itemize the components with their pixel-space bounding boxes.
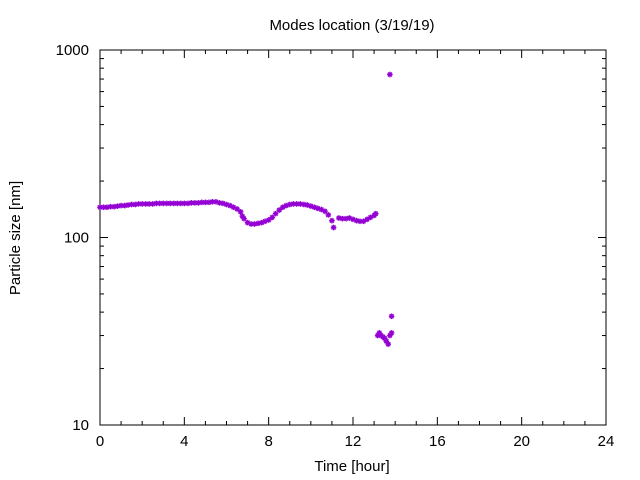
y-tick-label: 10	[72, 417, 89, 434]
data-point-stroke	[304, 202, 310, 208]
data-point-stroke	[308, 203, 314, 209]
data-point-stroke	[241, 216, 247, 222]
data-point-stroke	[336, 215, 342, 221]
data-point-stroke	[325, 212, 331, 218]
data-point-stroke	[350, 216, 356, 222]
x-tick-label: 20	[513, 433, 530, 450]
data-point-stroke	[354, 218, 360, 224]
data-point	[251, 221, 258, 227]
data-point	[237, 209, 244, 215]
data-point-stroke	[383, 338, 389, 344]
data-point-stroke	[382, 335, 388, 341]
y-tick-label: 100	[64, 230, 89, 247]
data-point-stroke	[311, 204, 317, 210]
x-tick-label: 12	[345, 433, 362, 450]
x-tick-label: 0	[96, 433, 104, 450]
data-point-stroke	[329, 218, 335, 224]
data-point	[372, 210, 379, 217]
y-axis-label: Particle size [nm]	[7, 181, 24, 295]
data-point	[241, 215, 247, 222]
data-point-stroke	[213, 199, 219, 205]
x-tick-label: 16	[429, 433, 446, 450]
x-tick-label: 24	[598, 433, 615, 450]
data-point	[227, 202, 233, 209]
data-point-stroke	[273, 211, 279, 217]
data-point-stroke	[115, 203, 120, 209]
data-point	[286, 201, 293, 208]
x-axis: 0 4 8 12 16 20 24	[96, 50, 615, 450]
data-point-stroke	[230, 204, 236, 210]
data-point-stroke	[132, 201, 138, 207]
y-axis: 10 100 1000	[56, 42, 606, 434]
data-point-stroke	[331, 225, 337, 231]
data-point-stroke	[266, 217, 272, 223]
data-point	[304, 202, 311, 208]
data-point	[329, 217, 335, 224]
x-tick-label: 4	[180, 433, 188, 450]
data-point-stroke	[387, 72, 393, 78]
data-point-stroke	[287, 201, 293, 207]
data-point-stroke	[104, 204, 110, 210]
data-point	[388, 330, 395, 336]
data-point-stroke	[385, 341, 391, 347]
data-point-stroke	[206, 199, 212, 205]
data-point-stroke	[224, 201, 229, 207]
data-point-stroke	[220, 200, 226, 206]
y-tick-label: 1000	[56, 42, 89, 59]
data-point-stroke	[150, 201, 156, 207]
data-point-stroke	[389, 330, 395, 336]
data-point-stroke	[318, 207, 324, 213]
data-point-stroke	[245, 220, 251, 226]
data-point-stroke	[239, 213, 245, 219]
data-point-stroke	[297, 201, 303, 207]
data-point	[265, 217, 272, 223]
data-point	[388, 313, 395, 320]
data-point-stroke	[322, 208, 328, 214]
data-points	[97, 71, 395, 347]
data-point-stroke	[346, 215, 352, 221]
data-point	[325, 212, 332, 218]
data-point-stroke	[195, 200, 201, 206]
data-point-stroke	[376, 330, 382, 336]
data-point-stroke	[227, 203, 233, 209]
data-point-stroke	[315, 205, 321, 211]
data-point-stroke	[185, 200, 191, 206]
data-point-stroke	[373, 211, 379, 217]
data-point	[322, 208, 328, 215]
chart-title: Modes location (3/19/19)	[269, 17, 434, 34]
data-point-stroke	[125, 202, 131, 208]
data-point-stroke	[389, 313, 395, 319]
data-point	[272, 210, 279, 217]
data-point-stroke	[111, 204, 117, 210]
data-point-stroke	[234, 206, 240, 212]
data-point-stroke	[269, 214, 275, 220]
data-point-stroke	[238, 209, 244, 215]
minor-ticks	[100, 50, 606, 425]
data-point-stroke	[122, 203, 128, 209]
data-point	[385, 341, 392, 347]
data-point	[269, 214, 276, 221]
plot-frame	[99, 49, 607, 426]
x-axis-label: Time [hour]	[314, 458, 389, 475]
x-tick-label: 8	[264, 433, 272, 450]
data-point	[125, 202, 131, 208]
data-point	[387, 71, 393, 78]
data-point	[330, 224, 337, 231]
